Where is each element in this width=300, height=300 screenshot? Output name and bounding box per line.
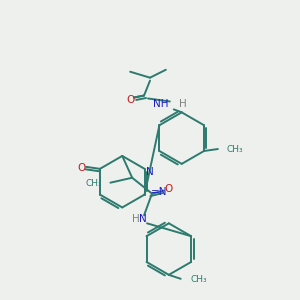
Text: N: N bbox=[146, 167, 153, 177]
Text: O: O bbox=[126, 95, 134, 106]
Text: N: N bbox=[139, 214, 147, 224]
Text: O: O bbox=[77, 163, 85, 173]
Text: CH₃: CH₃ bbox=[227, 145, 243, 154]
Text: =N: =N bbox=[151, 187, 167, 196]
Text: CH₃: CH₃ bbox=[86, 179, 102, 188]
Text: NH: NH bbox=[153, 99, 169, 110]
Text: O: O bbox=[165, 184, 173, 194]
Text: H: H bbox=[179, 99, 187, 110]
Text: H: H bbox=[132, 214, 140, 224]
Text: CH₃: CH₃ bbox=[190, 275, 207, 284]
